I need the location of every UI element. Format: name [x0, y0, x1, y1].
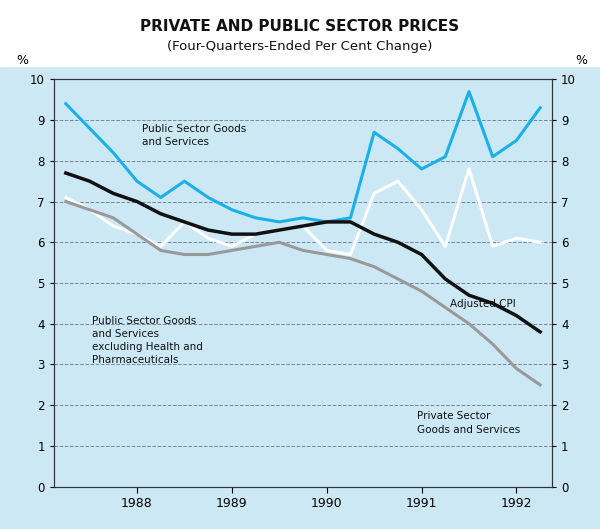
- Text: Private Sector
Goods and Services: Private Sector Goods and Services: [417, 412, 520, 434]
- Text: Public Sector Goods
and Services
excluding Health and
Pharmaceuticals: Public Sector Goods and Services excludi…: [92, 316, 203, 365]
- Text: %: %: [17, 54, 29, 67]
- Text: (Four-Quarters-Ended Per Cent Change): (Four-Quarters-Ended Per Cent Change): [167, 40, 433, 53]
- Text: %: %: [575, 54, 587, 67]
- Text: PRIVATE AND PUBLIC SECTOR PRICES: PRIVATE AND PUBLIC SECTOR PRICES: [140, 19, 460, 33]
- Text: Adjusted CPI: Adjusted CPI: [450, 299, 516, 309]
- Text: Public Sector Goods
and Services: Public Sector Goods and Services: [142, 124, 246, 148]
